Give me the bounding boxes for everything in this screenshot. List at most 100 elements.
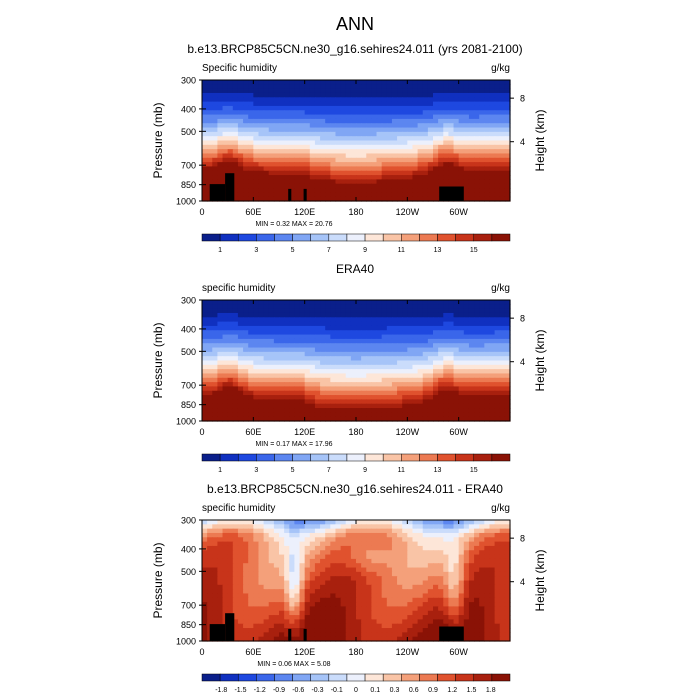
heatmap-cell [366, 373, 372, 379]
heatmap-cell [499, 597, 506, 603]
heatmap-cell [391, 153, 398, 159]
heatmap-cell [468, 386, 475, 392]
heatmap-cell [407, 576, 414, 582]
heatmap-cell [258, 399, 265, 405]
heatmap-cell [381, 347, 388, 353]
heatmap-cell [397, 127, 403, 133]
heatmap-cell [258, 131, 265, 137]
heatmap-cell [443, 80, 449, 85]
heatmap-cell [494, 576, 501, 582]
heatmap-cell [273, 532, 280, 538]
heatmap-cell [232, 92, 239, 98]
heatmap-cell [499, 606, 506, 612]
heatmap-cell [253, 520, 260, 525]
heatmap-cell [489, 347, 496, 353]
heatmap-cell [279, 390, 285, 396]
heatmap-cell [489, 196, 496, 202]
heatmap-cell [391, 554, 398, 560]
heatmap-cell [304, 321, 311, 327]
heatmap-cell [299, 80, 306, 85]
heatmap-cell [407, 541, 414, 547]
heatmap-cell [484, 166, 491, 172]
heatmap-cell [202, 183, 208, 189]
colorbar-swatch [256, 453, 275, 462]
heatmap-cell [304, 304, 311, 310]
heatmap-cell [361, 541, 367, 547]
heatmap-cell [397, 304, 403, 310]
heatmap-cell [227, 541, 234, 547]
heatmap-cell [386, 550, 393, 556]
heatmap-cell [289, 589, 295, 595]
heatmap-cell [489, 162, 496, 168]
heatmap-cell [381, 589, 388, 595]
heatmap-cell [289, 576, 295, 582]
colorbar-swatch [256, 233, 275, 242]
heatmap-cell [335, 545, 342, 551]
heatmap-cell [299, 541, 306, 547]
heatmap-cell [448, 593, 455, 599]
heatmap-cell [412, 325, 419, 331]
heatmap-cell [458, 166, 465, 172]
heatmap-cell [386, 105, 393, 111]
heatmap-cell [376, 606, 383, 612]
heatmap-cell [263, 84, 270, 90]
heatmap-cell [299, 619, 306, 625]
heatmap-cell [407, 80, 414, 85]
heatmap-cell [448, 615, 455, 620]
heatmap-cell [504, 317, 511, 323]
heatmap-cell [273, 403, 280, 409]
heatmap-cell [463, 390, 470, 396]
heatmap-cell [294, 88, 301, 94]
heatmap-cell [227, 325, 234, 331]
heatmap-cell [376, 88, 383, 94]
heatmap-cell [376, 196, 383, 202]
heatmap-cell [279, 308, 285, 314]
heatmap-cell [438, 403, 444, 409]
heatmap-cell [468, 408, 475, 413]
heatmap-cell [289, 80, 295, 85]
heatmap-cell [268, 338, 275, 344]
heatmap-cell [222, 520, 229, 525]
heatmap-cell [320, 576, 326, 582]
heatmap-cell [294, 532, 301, 538]
heatmap-cell [494, 584, 501, 590]
heatmap-cell [304, 364, 311, 370]
heatmap-cell [314, 166, 321, 172]
heatmap-cell [412, 144, 419, 150]
heatmap-cell [299, 571, 306, 577]
heatmap-cell [345, 576, 352, 582]
heatmap-cell [253, 563, 260, 569]
heatmap-cell [340, 170, 347, 176]
heatmap-cell [453, 369, 460, 375]
heatmap-cell [397, 308, 403, 314]
heatmap-cell [356, 412, 362, 418]
heatmap-cell [258, 390, 265, 396]
heatmap-cell [273, 412, 280, 418]
heatmap-cell [294, 144, 301, 150]
heatmap-cell [458, 330, 465, 336]
heatmap-cell [427, 537, 434, 543]
heatmap-cell [448, 416, 455, 422]
heatmap-cell [212, 589, 218, 595]
heatmap-cell [458, 308, 465, 314]
heatmap-cell [212, 395, 218, 400]
heatmap-cell [284, 524, 290, 530]
heatmap-cell [207, 399, 213, 405]
heatmap-cell [474, 377, 480, 383]
heatmap-cell [284, 300, 290, 305]
heatmap-cell [427, 157, 434, 163]
heatmap-cell [263, 153, 270, 159]
heatmap-cell [217, 382, 224, 388]
heatmap-cell [212, 347, 218, 353]
heatmap-cell [381, 118, 388, 124]
heatmap-cell [397, 360, 403, 366]
heatmap-cell [448, 606, 455, 612]
heatmap-cell [314, 338, 321, 344]
heatmap-cell [294, 416, 301, 422]
heatmap-cell [325, 416, 331, 422]
heatmap-cell [232, 140, 239, 146]
heatmap-cell [397, 589, 403, 595]
heatmap-cell [258, 619, 265, 625]
heatmap-cell [289, 347, 295, 353]
heatmap-cell [468, 105, 475, 111]
